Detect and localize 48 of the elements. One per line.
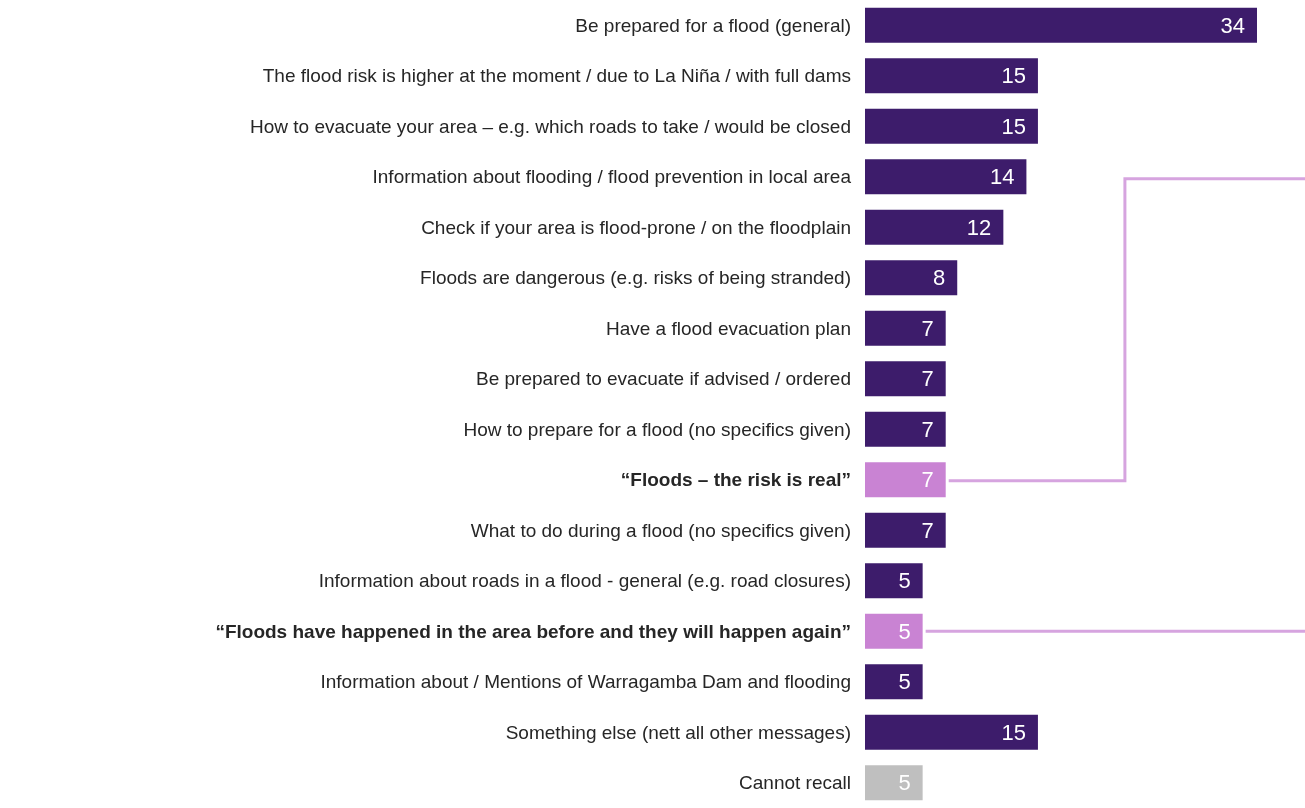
data-label: 15 (1001, 113, 1026, 139)
bar (865, 613, 923, 649)
bar (865, 462, 946, 498)
bar (865, 765, 923, 801)
bar (865, 260, 958, 296)
data-label: 34 (1220, 12, 1245, 38)
data-label: 5 (898, 568, 911, 594)
bar (865, 7, 1257, 43)
y-tick-label: Be prepared to evacuate if advised / ordered (476, 368, 851, 390)
y-tick-label: How to prepare for a flood (no specifics given) (463, 418, 851, 440)
data-label: 5 (898, 770, 911, 796)
y-tick-label: Floods are dangerous (e.g. risks of being stranded) (420, 267, 851, 289)
bar (865, 411, 946, 447)
y-tick-label: Cannot recall (739, 772, 851, 794)
y-tick-label: How to evacuate your area – e.g. which roads to take / would be closed (250, 115, 851, 137)
data-label: 7 (921, 467, 934, 493)
bar (865, 714, 1038, 750)
data-label: 7 (921, 366, 934, 392)
y-tick-label: Check if your area is flood-prone / on the floodplain (421, 216, 851, 238)
data-label: 15 (1001, 719, 1026, 745)
data-label: 14 (989, 164, 1015, 190)
data-label: 8 (932, 265, 946, 291)
y-tick-label: Information about / Mentions of Warragamba Dam and flooding (320, 671, 851, 693)
data-label: 5 (898, 669, 911, 695)
bar (865, 512, 946, 548)
data-label: 7 (921, 315, 934, 341)
y-tick-label: “Floods – the risk is real” (620, 469, 851, 491)
data-label: 15 (1001, 63, 1026, 89)
y-tick-label: Have a flood evacuation plan (605, 317, 851, 339)
y-tick-label: Information about roads in a flood - general (e.g. road closures) (318, 570, 851, 592)
data-label: 5 (898, 618, 911, 644)
bar (865, 159, 1027, 195)
data-label: 7 (921, 416, 934, 442)
bar (865, 310, 946, 346)
bar (865, 58, 1038, 94)
data-label: 12 (966, 214, 992, 240)
y-tick-label: “Floods have happened in the area before and they will happen again” (215, 620, 851, 642)
y-tick-label: What to do during a flood (no specifics given) (470, 519, 851, 541)
y-tick-label: The flood risk is higher at the moment / due to La Niña / with full dams (262, 65, 851, 87)
y-tick-label: Be prepared for a flood (general) (575, 14, 851, 36)
bar (865, 664, 923, 700)
bar (865, 563, 923, 599)
y-tick-label: Something else (nett all other messages) (505, 721, 851, 743)
bar (865, 108, 1038, 144)
data-label: 7 (921, 517, 934, 543)
y-tick-label: Information about flooding / flood prevention in local area (372, 166, 852, 188)
bar (865, 361, 946, 397)
bar (865, 209, 1004, 245)
